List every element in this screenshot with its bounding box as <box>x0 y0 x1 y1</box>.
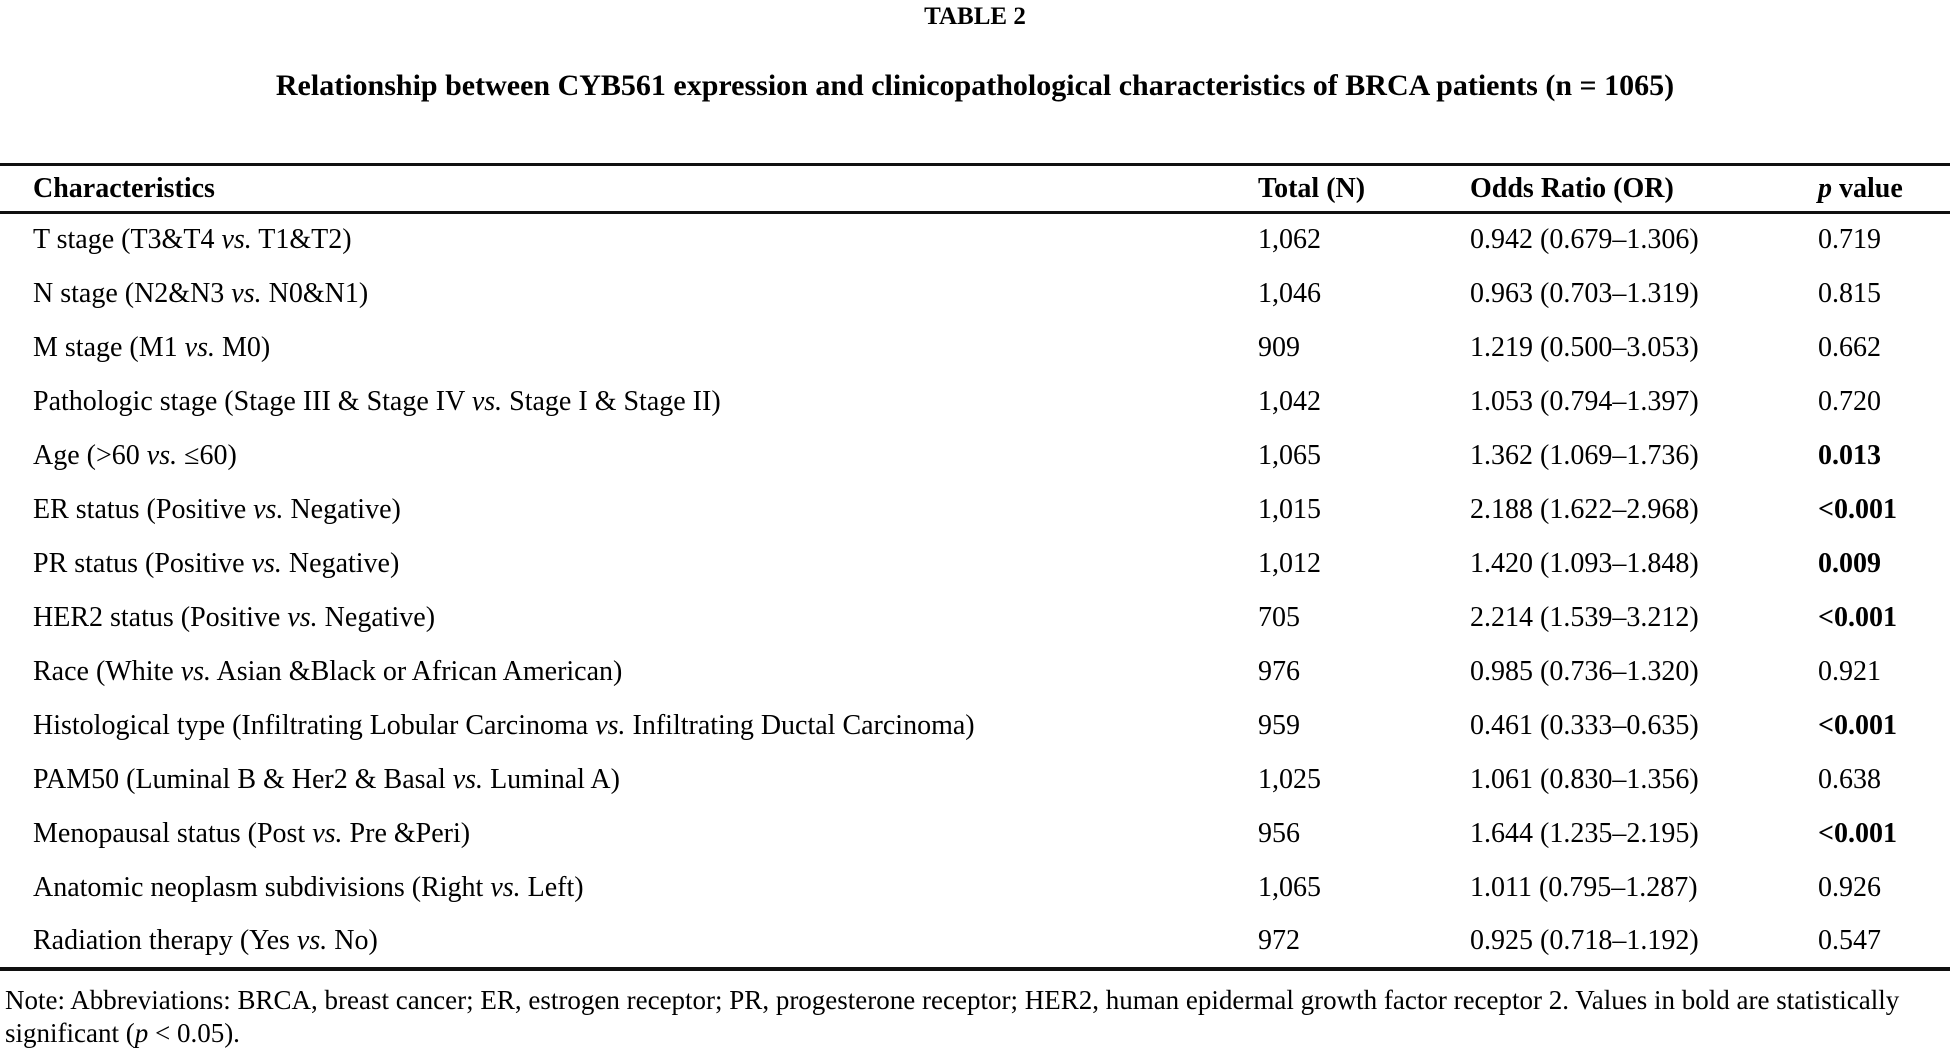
footnote-text: Note: Abbreviations: BRCA, breast cancer… <box>5 985 1900 1048</box>
table-row: PAM50 (Luminal B & Her2 & Basal vs. Lumi… <box>0 753 1950 807</box>
column-header-total: Total (N) <box>1258 163 1470 214</box>
vs-label: vs. <box>312 817 343 849</box>
table-title: Relationship between CYB561 expression a… <box>275 69 1675 102</box>
vs-label: vs. <box>490 871 521 903</box>
characteristic-cell: HER2 status (Positive vs. Negative) <box>33 601 436 633</box>
odds-ratio-cell: 1.420 (1.093–1.848) <box>1470 547 1699 579</box>
characteristic-cell: Menopausal status (Post vs. Pre &Peri) <box>33 817 471 849</box>
vs-label: vs. <box>452 763 484 795</box>
characteristic-cell: Age (>60 vs. ≤60) <box>33 439 237 471</box>
table-row: HER2 status (Positive vs. Negative) 705 … <box>0 591 1950 645</box>
odds-ratio-cell: 1.219 (0.500–3.053) <box>1470 331 1699 363</box>
vs-label: vs. <box>146 439 178 471</box>
vs-label: vs. <box>253 493 284 525</box>
table-number-label: TABLE 2 <box>924 3 1026 30</box>
column-header-characteristics: Characteristics <box>0 163 1258 214</box>
characteristic-cell: Histological type (Infiltrating Lobular … <box>33 709 975 741</box>
characteristic-cell: N stage (N2&N3 vs. N0&N1) <box>33 277 369 309</box>
total-cell: 1,025 <box>1258 763 1321 795</box>
odds-ratio-cell: 1.053 (0.794–1.397) <box>1470 385 1699 417</box>
odds-ratio-cell: 1.011 (0.795–1.287) <box>1470 871 1698 903</box>
footnote-text-end: < 0.05). <box>148 1018 240 1048</box>
p-value-cell: <0.001 <box>1818 493 1897 525</box>
table-row: T stage (T3&T4 vs. T1&T2) 1,062 0.942 (0… <box>0 213 1950 267</box>
characteristic-cell: Pathologic stage (Stage III & Stage IV v… <box>33 385 721 417</box>
odds-ratio-cell: 0.985 (0.736–1.320) <box>1470 655 1699 687</box>
table-row: ER status (Positive vs. Negative) 1,015 … <box>0 483 1950 537</box>
odds-ratio-cell: 1.362 (1.069–1.736) <box>1470 439 1699 471</box>
odds-ratio-cell: 1.061 (0.830–1.356) <box>1470 763 1699 795</box>
header-row: Characteristics Total (N) Odds Ratio (OR… <box>0 163 1950 214</box>
characteristic-cell: T stage (T3&T4 vs. T1&T2) <box>33 224 352 256</box>
p-value-cell: 0.547 <box>1818 914 1950 971</box>
total-cell: 1,015 <box>1258 493 1321 525</box>
vs-label: vs. <box>595 709 626 741</box>
table-row: PR status (Positive vs. Negative) 1,012 … <box>0 537 1950 591</box>
vs-label: vs. <box>180 655 212 687</box>
table-row: Pathologic stage (Stage III & Stage IV v… <box>0 375 1950 429</box>
table-footnote: Note: Abbreviations: BRCA, breast cancer… <box>5 984 1945 1050</box>
p-value-cell: 0.662 <box>1818 331 1881 363</box>
p-value-cell: 0.638 <box>1818 763 1881 795</box>
odds-ratio-cell: 2.188 (1.622–2.968) <box>1470 493 1699 525</box>
characteristic-cell: PR status (Positive vs. Negative) <box>33 547 400 579</box>
total-cell: 1,042 <box>1258 385 1321 417</box>
total-cell: 959 <box>1258 709 1300 741</box>
table-row: Race (White vs. Asian &Black or African … <box>0 645 1950 699</box>
table-row: M stage (M1 vs. M0) 909 1.219 (0.500–3.0… <box>0 321 1950 375</box>
table-row: Histological type (Infiltrating Lobular … <box>0 699 1950 753</box>
characteristic-cell: ER status (Positive vs. Negative) <box>33 493 401 525</box>
vs-label: vs. <box>251 547 282 579</box>
table-row: Menopausal status (Post vs. Pre &Peri) 9… <box>0 807 1950 861</box>
vs-label: vs. <box>221 224 252 256</box>
p-value-cell: <0.001 <box>1818 817 1897 849</box>
p-italic: p <box>134 1018 149 1048</box>
total-cell: 956 <box>1258 817 1300 849</box>
table-row: Anatomic neoplasm subdivisions (Right vs… <box>0 861 1950 915</box>
total-cell: 976 <box>1258 655 1300 687</box>
odds-ratio-cell: 0.461 (0.333–0.635) <box>1470 709 1699 741</box>
column-header-odds-ratio: Odds Ratio (OR) <box>1470 163 1818 214</box>
total-cell: 909 <box>1258 331 1300 363</box>
characteristic-cell: Race (White vs. Asian &Black or African … <box>33 655 623 687</box>
p-value-cell: 0.719 <box>1818 224 1881 256</box>
vs-label: vs. <box>471 385 503 417</box>
vs-label: vs. <box>287 601 318 633</box>
p-value-cell: 0.815 <box>1818 277 1881 309</box>
total-cell: 1,012 <box>1258 547 1321 579</box>
p-value-cell: <0.001 <box>1818 709 1897 741</box>
total-cell: 705 <box>1258 601 1300 633</box>
characteristic-cell: Radiation therapy (Yes vs. No) <box>0 914 1258 971</box>
p-value-cell: 0.926 <box>1818 871 1881 903</box>
total-cell: 1,046 <box>1258 277 1321 309</box>
column-header-p-value: p value <box>1818 163 1950 214</box>
characteristic-cell: M stage (M1 vs. M0) <box>33 331 271 363</box>
p-italic: p <box>1818 172 1832 204</box>
odds-ratio-cell: 1.644 (1.235–2.195) <box>1470 817 1699 849</box>
vs-label: vs. <box>296 924 328 956</box>
p-value-cell: 0.013 <box>1818 439 1881 471</box>
odds-ratio-cell: 0.963 (0.703–1.319) <box>1470 277 1699 309</box>
characteristic-cell: Anatomic neoplasm subdivisions (Right vs… <box>33 871 584 903</box>
p-value-cell: 0.921 <box>1818 655 1881 687</box>
total-cell: 1,065 <box>1258 439 1321 471</box>
total-cell: 972 <box>1258 914 1470 971</box>
p-value-cell: 0.009 <box>1818 547 1881 579</box>
vs-label: vs. <box>184 331 215 363</box>
table-row: Radiation therapy (Yes vs. No) 972 0.925… <box>0 914 1950 971</box>
odds-ratio-cell: 2.214 (1.539–3.212) <box>1470 601 1699 633</box>
characteristic-cell: PAM50 (Luminal B & Her2 & Basal vs. Lumi… <box>33 763 620 795</box>
p-value-cell: <0.001 <box>1818 601 1897 633</box>
total-cell: 1,065 <box>1258 871 1321 903</box>
odds-ratio-cell: 0.942 (0.679–1.306) <box>1470 224 1699 256</box>
total-cell: 1,062 <box>1258 224 1321 256</box>
odds-ratio-cell: 0.925 (0.718–1.192) <box>1470 914 1818 971</box>
table-row: N stage (N2&N3 vs. N0&N1) 1,046 0.963 (0… <box>0 267 1950 321</box>
p-value-cell: 0.720 <box>1818 385 1881 417</box>
characteristics-table: Characteristics Total (N) Odds Ratio (OR… <box>0 163 1950 971</box>
p-value-rest: value <box>1832 172 1903 204</box>
table-row: Age (>60 vs. ≤60) 1,065 1.362 (1.069–1.7… <box>0 429 1950 483</box>
vs-label: vs. <box>231 277 262 309</box>
